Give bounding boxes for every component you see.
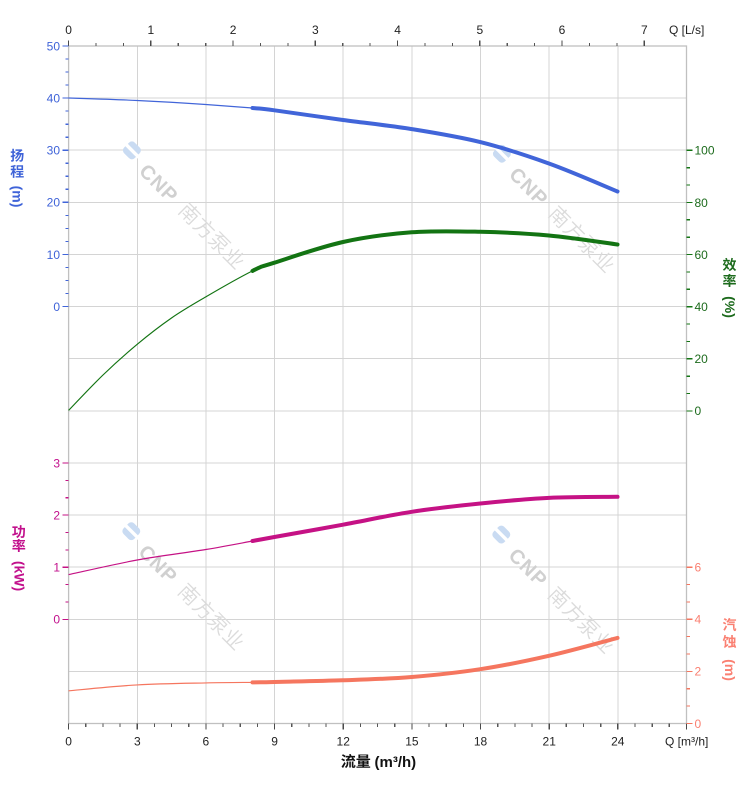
svg-text:80: 80 — [695, 196, 709, 210]
svg-text:10: 10 — [47, 248, 61, 262]
svg-text:100: 100 — [695, 144, 715, 158]
svg-text:20: 20 — [695, 352, 709, 366]
svg-text:2: 2 — [695, 665, 702, 679]
svg-text:Q [L/s]: Q [L/s] — [669, 23, 704, 37]
svg-text:40: 40 — [47, 91, 61, 105]
svg-text:0: 0 — [65, 735, 72, 749]
svg-text:0: 0 — [53, 613, 60, 627]
svg-text:Q [m³/h]: Q [m³/h] — [665, 735, 708, 749]
svg-text:(%): (%) — [722, 296, 738, 318]
svg-text:3: 3 — [134, 735, 141, 749]
svg-text:0: 0 — [695, 717, 702, 731]
svg-text:(kW): (kW) — [11, 561, 27, 591]
svg-text:(m): (m) — [722, 659, 738, 681]
svg-text:60: 60 — [695, 248, 709, 262]
svg-text:0: 0 — [53, 300, 60, 314]
svg-text:50: 50 — [47, 39, 61, 53]
svg-text:(m³/h): (m³/h) — [375, 754, 417, 771]
svg-text:21: 21 — [543, 735, 557, 749]
svg-text:(m): (m) — [10, 186, 26, 208]
svg-text:12: 12 — [337, 735, 351, 749]
svg-text:5: 5 — [476, 23, 483, 37]
svg-text:4: 4 — [695, 613, 702, 627]
svg-text:4: 4 — [394, 23, 401, 37]
svg-text:7: 7 — [641, 23, 648, 37]
svg-text:15: 15 — [405, 735, 419, 749]
svg-text:6: 6 — [695, 561, 702, 575]
svg-text:0: 0 — [65, 23, 72, 37]
svg-text:6: 6 — [203, 735, 210, 749]
svg-text:1: 1 — [53, 561, 60, 575]
svg-text:3: 3 — [53, 456, 60, 470]
svg-text:0: 0 — [695, 404, 702, 418]
svg-text:40: 40 — [695, 300, 709, 314]
svg-text:3: 3 — [312, 23, 319, 37]
svg-text:18: 18 — [474, 735, 488, 749]
svg-text:2: 2 — [230, 23, 237, 37]
svg-text:20: 20 — [47, 196, 61, 210]
svg-text:9: 9 — [271, 735, 278, 749]
svg-text:2: 2 — [53, 508, 60, 522]
svg-text:24: 24 — [611, 735, 625, 749]
svg-text:6: 6 — [559, 23, 566, 37]
svg-text:30: 30 — [47, 144, 61, 158]
svg-text:1: 1 — [147, 23, 154, 37]
